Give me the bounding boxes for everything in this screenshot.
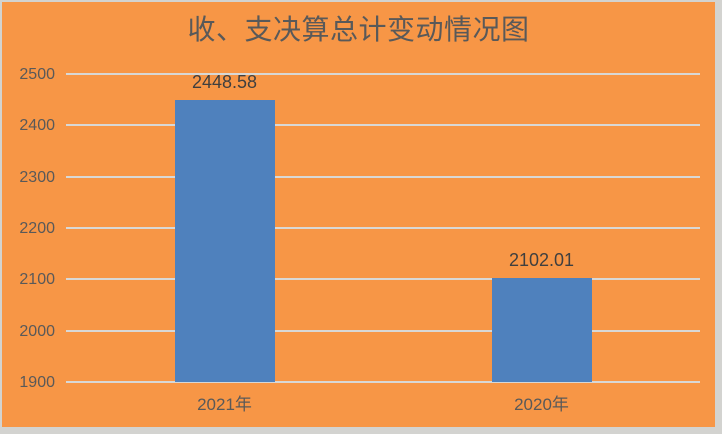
gridline bbox=[66, 227, 700, 229]
y-axis-tick-label: 2200 bbox=[19, 220, 55, 237]
gridline bbox=[66, 381, 700, 383]
data-label: 2448.58 bbox=[191, 72, 258, 93]
bar-2021年 bbox=[174, 100, 275, 382]
y-axis-tick-label: 2300 bbox=[19, 168, 55, 186]
y-axis-tick-label: 2000 bbox=[19, 322, 55, 340]
gridline bbox=[66, 124, 700, 127]
gridline bbox=[66, 175, 700, 178]
y-axis-tick-label: 2100 bbox=[19, 271, 55, 289]
gridline bbox=[66, 73, 700, 75]
y-axis-tick-label: 2400 bbox=[19, 117, 55, 135]
chart-title: 收、支决算总计变动情况图 bbox=[187, 15, 530, 46]
gridline bbox=[66, 329, 700, 332]
x-axis-category-label: 2021年 bbox=[197, 395, 252, 414]
bar-2020年 bbox=[491, 278, 592, 382]
y-axis-tick-label: 1900 bbox=[19, 374, 55, 391]
x-axis-category-label: 2020年 bbox=[514, 395, 569, 414]
data-label: 2102.01 bbox=[508, 250, 575, 271]
chart-canvas: 收、支决算总计变动情况图 2500 2400 2300 2200 2100 2000 190… bbox=[2, 2, 715, 427]
y-axis-tick-label: 2500 bbox=[19, 66, 55, 83]
gridline bbox=[66, 278, 700, 281]
